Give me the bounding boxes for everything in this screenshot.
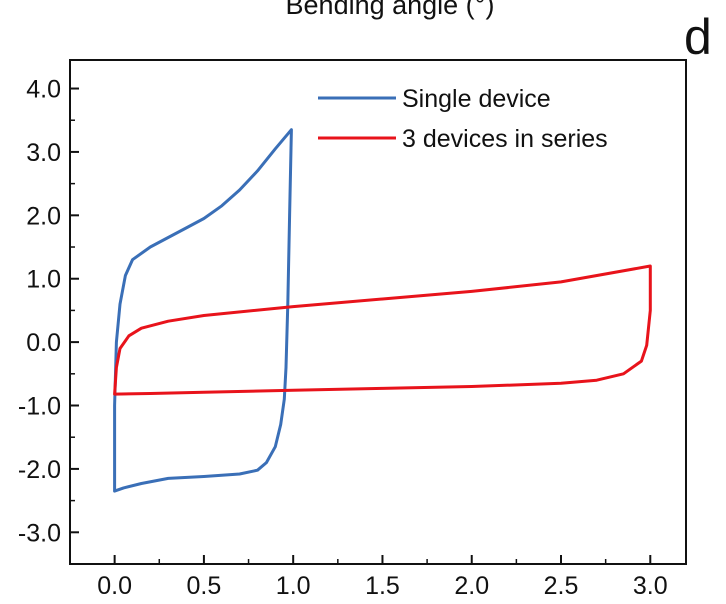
- y-tick-label: 1.0: [26, 266, 61, 294]
- x-tick-label: 0.0: [97, 572, 132, 600]
- x-tick-label: 3.0: [633, 572, 668, 600]
- x-tick-label: 0.5: [187, 572, 222, 600]
- y-tick-label: 2.0: [26, 202, 61, 230]
- series-line-2: [113, 264, 652, 396]
- y-tick-label: -1.0: [18, 393, 61, 421]
- x-tick-label: 2.0: [454, 572, 489, 600]
- x-tick-label: 1.0: [276, 572, 311, 600]
- x-tick-label: 2.5: [544, 572, 579, 600]
- legend-label: 3 devices in series: [402, 125, 608, 153]
- x-tick-label: 1.5: [365, 572, 400, 600]
- plot-frame: [69, 59, 687, 565]
- series-line-1: [113, 128, 293, 493]
- legend-label: Single device: [402, 85, 551, 113]
- panel-letter: d: [684, 9, 712, 65]
- y-tick-label: 0.0: [26, 329, 61, 357]
- top-axis-label: Bending angle (°): [286, 0, 495, 20]
- y-tick-label: 4.0: [26, 76, 61, 104]
- y-tick-label: 3.0: [26, 139, 61, 167]
- y-tick-label: -3.0: [18, 519, 61, 547]
- y-tick-label: -2.0: [18, 456, 61, 484]
